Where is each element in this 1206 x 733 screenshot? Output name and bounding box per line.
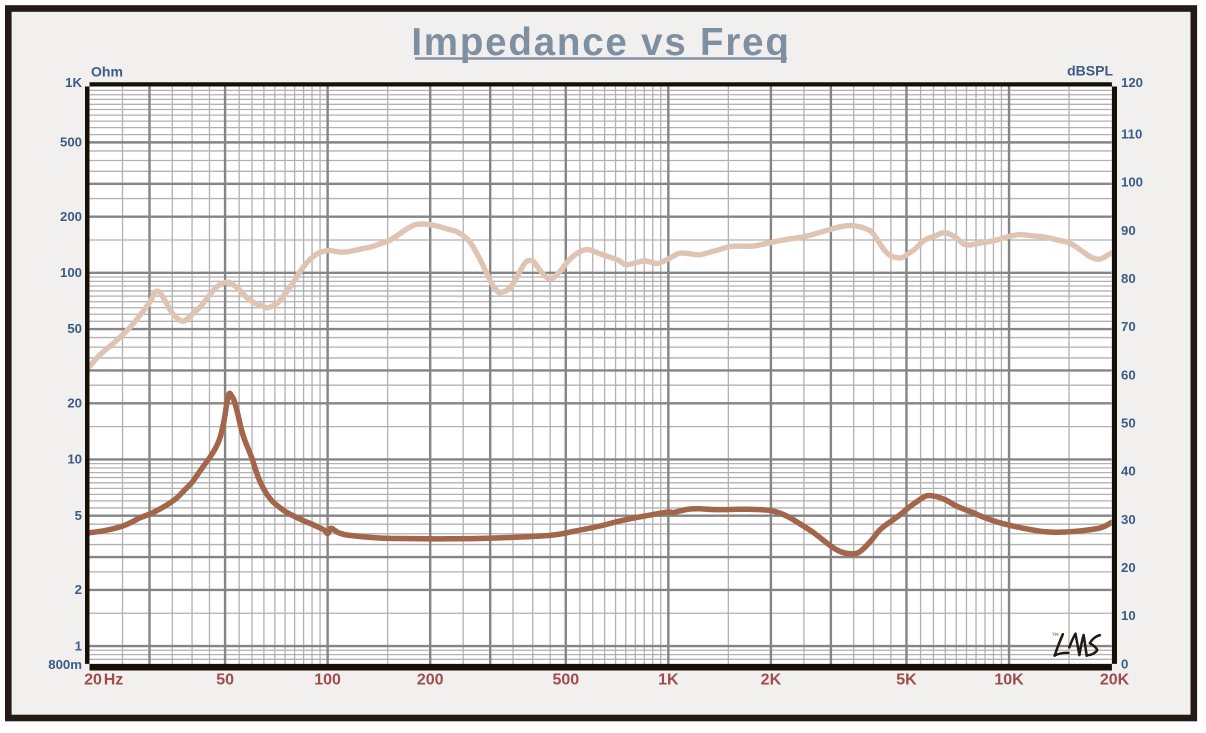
svg-text:500: 500 [552, 672, 579, 689]
svg-text:10: 10 [1121, 608, 1136, 623]
svg-text:30: 30 [1121, 512, 1136, 527]
svg-text:70: 70 [1121, 319, 1136, 334]
svg-text:1K: 1K [658, 672, 679, 689]
svg-text:200: 200 [417, 672, 444, 689]
svg-text:110: 110 [1121, 127, 1142, 142]
svg-text:20K: 20K [1100, 672, 1130, 689]
svg-text:90: 90 [1121, 223, 1136, 238]
svg-text:Ohm: Ohm [91, 64, 123, 80]
svg-text:5K: 5K [896, 672, 917, 689]
svg-text:1: 1 [75, 638, 82, 653]
svg-text:800m: 800m [48, 657, 82, 672]
svg-text:2K: 2K [761, 672, 782, 689]
svg-text:10: 10 [67, 452, 82, 467]
svg-text:100: 100 [1121, 175, 1143, 190]
svg-text:2: 2 [75, 582, 82, 597]
svg-text:1K: 1K [65, 75, 82, 90]
svg-text:80: 80 [1121, 271, 1136, 286]
svg-text:Hz: Hz [104, 672, 124, 689]
svg-text:Impedance vs Freq: Impedance vs Freq [411, 21, 790, 64]
svg-text:20: 20 [67, 396, 82, 411]
svg-text:100: 100 [60, 265, 82, 280]
svg-text:20: 20 [84, 672, 102, 689]
svg-text:dBSPL: dBSPL [1067, 63, 1113, 79]
svg-text:500: 500 [60, 135, 82, 150]
svg-text:50: 50 [1121, 416, 1136, 431]
svg-text:10K: 10K [994, 672, 1024, 689]
svg-text:50: 50 [216, 672, 234, 689]
svg-text:40: 40 [1121, 464, 1136, 479]
svg-text:20: 20 [1121, 560, 1136, 575]
svg-text:5: 5 [75, 508, 82, 523]
svg-text:60: 60 [1121, 367, 1136, 382]
svg-text:100: 100 [314, 672, 341, 689]
svg-text:50: 50 [67, 321, 82, 336]
svg-text:0: 0 [1121, 656, 1128, 671]
svg-text:120: 120 [1121, 75, 1143, 90]
svg-text:200: 200 [60, 209, 82, 224]
